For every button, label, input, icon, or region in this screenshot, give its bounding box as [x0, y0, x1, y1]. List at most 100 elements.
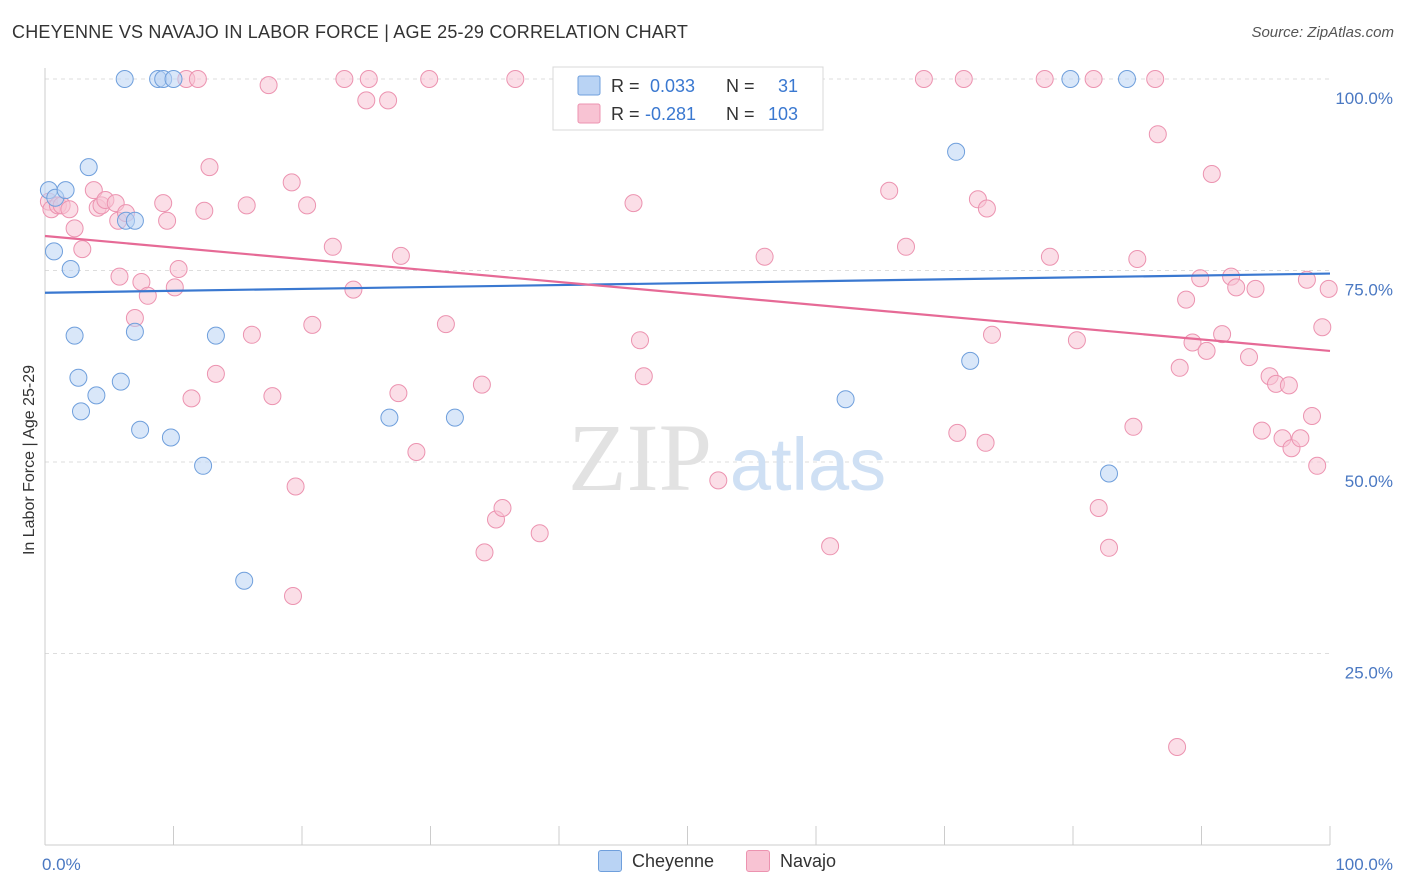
navajo-point-41	[359, 70, 378, 88]
cheyenne-point-2	[56, 181, 75, 200]
navajo-point-70	[976, 433, 995, 452]
navajo-point-43	[389, 384, 408, 403]
navajo-point-55	[624, 194, 643, 213]
navajo-point-47	[436, 315, 455, 334]
navajo-point-44	[391, 246, 410, 265]
navajo-point-58	[709, 471, 728, 490]
y-tick-label-100: 100.0%	[1335, 89, 1393, 108]
x-tick-label-max: 100.0%	[1335, 855, 1393, 874]
trend-line-cheyenne	[44, 272, 1331, 294]
navajo-point-62	[880, 181, 899, 200]
legend-r-label-navajo: R =	[611, 104, 640, 124]
navajo-point-63	[897, 237, 915, 256]
navajo-point-85	[1191, 269, 1210, 288]
cheyenne-point-5	[79, 158, 98, 177]
x-tick-label-min: 0.0%	[42, 855, 81, 874]
navajo-point-101	[1303, 407, 1321, 425]
cheyenne-point-12	[65, 326, 84, 345]
cheyenne-point-11	[164, 70, 183, 88]
navajo-point-80	[1148, 125, 1167, 144]
navajo-point-79	[1146, 70, 1165, 88]
navajo-point-6	[73, 240, 92, 259]
navajo-point-59	[755, 247, 774, 266]
navajo-point-93	[1252, 421, 1271, 440]
cheyenne-point-3	[45, 242, 63, 261]
navajo-point-22	[188, 70, 207, 88]
tick-labels: 25.0% 50.0% 75.0% 100.0% 0.0% 100.0%	[42, 89, 1393, 874]
watermark-atlas: atlas	[730, 423, 886, 506]
navajo-point-52	[506, 70, 525, 88]
navajo-point-68	[977, 199, 996, 218]
navajo-point-30	[259, 76, 278, 95]
navajo-point-32	[282, 173, 301, 192]
legend-n-value-cheyenne: 31	[778, 76, 798, 96]
navajo-point-48	[472, 375, 491, 394]
legend-swatch-navajo-bottom	[746, 850, 770, 872]
navajo-point-53	[530, 524, 549, 543]
navajo-point-77	[1124, 417, 1143, 436]
series-legend: Cheyenne Navajo	[0, 850, 1406, 880]
cheyenne-point-27	[961, 351, 980, 370]
navajo-point-4	[60, 200, 79, 219]
navajo-point-20	[169, 260, 188, 278]
navajo-points	[39, 70, 1338, 756]
legend-r-label-cheyenne: R =	[611, 76, 640, 96]
navajo-point-38	[335, 70, 354, 88]
navajo-point-17	[154, 194, 173, 213]
y-tick-label-50: 50.0%	[1345, 472, 1393, 491]
cheyenne-point-18	[72, 402, 90, 421]
navajo-point-76	[1100, 538, 1118, 557]
navajo-point-26	[182, 389, 201, 408]
navajo-point-104	[1319, 279, 1338, 298]
cheyenne-point-28	[1061, 70, 1080, 88]
chart-title: CHEYENNE VS NAVAJO IN LABOR FORCE | AGE …	[12, 22, 689, 42]
navajo-point-14	[110, 267, 129, 286]
cheyenne-point-26	[947, 142, 966, 161]
cheyenne-points	[39, 70, 1136, 590]
navajo-point-16	[138, 286, 157, 305]
navajo-point-31	[263, 387, 282, 406]
navajo-point-29	[242, 325, 261, 344]
cheyenne-point-15	[69, 368, 88, 387]
legend-swatch-cheyenne	[577, 75, 601, 96]
cheyenne-point-13	[125, 322, 144, 341]
navajo-point-97	[1279, 376, 1298, 395]
legend-r-value-navajo: -0.281	[645, 104, 696, 124]
legend-n-label-cheyenne: N =	[726, 76, 755, 96]
navajo-point-28	[237, 196, 256, 215]
cheyenne-point-17	[111, 372, 130, 391]
legend-r-value-cheyenne: 0.033	[650, 76, 695, 96]
navajo-point-51	[475, 543, 494, 562]
navajo-point-71	[1035, 70, 1054, 88]
navajo-point-102	[1308, 456, 1327, 475]
navajo-point-18	[158, 211, 177, 230]
navajo-point-75	[1089, 499, 1108, 517]
navajo-point-90	[1227, 278, 1246, 297]
navajo-point-82	[1170, 358, 1189, 377]
legend-item-cheyenne[interactable]: Cheyenne	[598, 850, 714, 872]
navajo-point-7	[84, 181, 103, 200]
navajo-point-103	[1313, 318, 1332, 337]
navajo-point-72	[1040, 247, 1059, 266]
navajo-point-78	[1128, 250, 1147, 268]
legend-swatch-navajo	[577, 103, 601, 124]
legend-item-navajo[interactable]: Navajo	[746, 850, 836, 872]
y-tick-label-75: 75.0%	[1345, 281, 1393, 300]
trend-line-navajo	[44, 234, 1331, 353]
cheyenne-point-22	[235, 571, 254, 590]
navajo-point-37	[323, 237, 342, 256]
cheyenne-point-19	[131, 420, 150, 439]
navajo-point-25	[206, 364, 225, 383]
legend-label-navajo: Navajo	[780, 850, 837, 871]
legend-swatch-cheyenne-bottom	[598, 850, 622, 872]
navajo-point-73	[1067, 331, 1086, 350]
cheyenne-point-29	[1118, 70, 1136, 88]
navajo-point-39	[344, 280, 363, 299]
cheyenne-point-25	[836, 390, 855, 409]
navajo-point-83	[1177, 290, 1196, 309]
navajo-point-100	[1297, 270, 1316, 289]
navajo-point-56	[631, 331, 649, 350]
stats-legend: R = 0.033 N = 31 R = -0.281 N = 103	[552, 66, 824, 131]
navajo-point-99	[1291, 429, 1310, 448]
